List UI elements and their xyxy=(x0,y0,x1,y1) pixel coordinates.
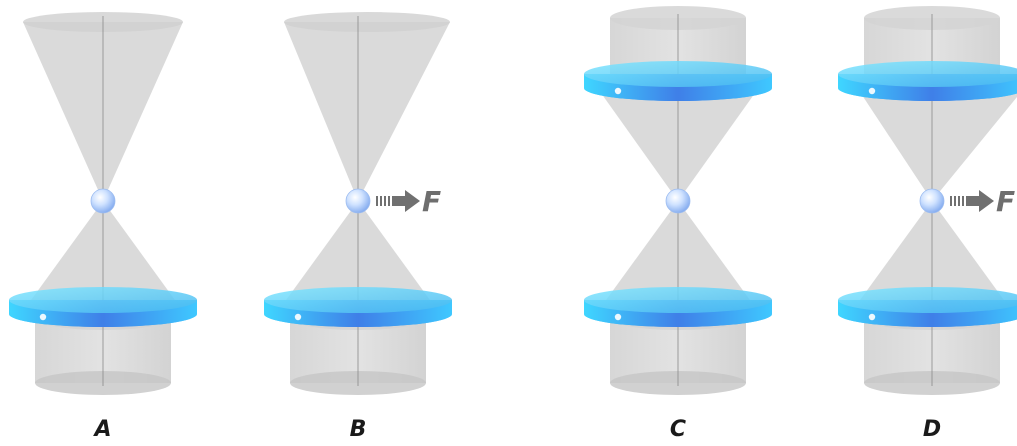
force-arrow-tail-segment xyxy=(958,196,960,206)
lower-lens-top xyxy=(264,287,452,313)
force-arrow-tail-segment xyxy=(376,196,378,206)
force-arrow-tail-segment xyxy=(950,196,952,206)
lower-lens-top xyxy=(9,287,197,313)
lower-lens xyxy=(584,287,772,327)
force-arrow: F xyxy=(376,185,441,218)
upper-beam-cone xyxy=(284,22,450,201)
panel-label: D xyxy=(923,417,941,442)
force-arrow-shaft xyxy=(966,196,980,206)
panel-a: A xyxy=(9,12,197,442)
force-arrow-tail-segment xyxy=(384,196,386,206)
force-label: F xyxy=(422,185,441,218)
upper-lens-glint xyxy=(868,87,876,95)
lower-lens xyxy=(264,287,452,327)
upper-lens xyxy=(838,61,1017,101)
lower-lens-glint xyxy=(868,313,876,321)
force-arrow-head xyxy=(405,190,420,212)
upper-lens xyxy=(584,61,772,101)
force-arrow: F xyxy=(950,185,1015,218)
panel-b: FB xyxy=(264,12,452,442)
panel-c: C xyxy=(584,6,772,442)
upper-lens-top xyxy=(584,61,772,87)
force-arrow-tail-segment xyxy=(388,196,390,206)
lower-lens-glint xyxy=(614,313,622,321)
lower-lens xyxy=(838,287,1017,327)
upper-lens-top xyxy=(838,61,1017,87)
lower-lens-glint xyxy=(39,313,47,321)
panel-label: B xyxy=(350,417,367,442)
lower-lens-top xyxy=(838,287,1017,313)
force-arrow-tail-segment xyxy=(954,196,956,206)
force-arrow-tail-segment xyxy=(380,196,382,206)
force-arrow-shaft xyxy=(392,196,406,206)
upper-beam-cap xyxy=(284,12,450,32)
panel-d: FD xyxy=(838,6,1017,442)
force-arrow-tail-segment xyxy=(962,196,964,206)
trapped-bead xyxy=(665,188,691,214)
trapped-bead xyxy=(919,188,945,214)
trapped-bead xyxy=(90,188,116,214)
lower-lens xyxy=(9,287,197,327)
panel-label: A xyxy=(92,417,111,442)
panel-label: C xyxy=(670,417,686,442)
trapped-bead xyxy=(345,188,371,214)
force-arrow-head xyxy=(979,190,994,212)
force-label: F xyxy=(996,185,1015,218)
lower-lens-top xyxy=(584,287,772,313)
upper-beam-cone xyxy=(856,86,1017,201)
lower-lens-glint xyxy=(294,313,302,321)
upper-lens-glint xyxy=(614,87,622,95)
